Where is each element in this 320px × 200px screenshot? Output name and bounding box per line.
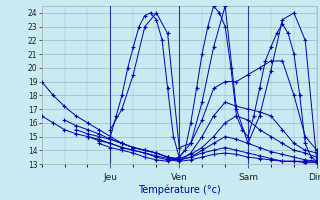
X-axis label: Température (°c): Température (°c) <box>138 185 220 195</box>
